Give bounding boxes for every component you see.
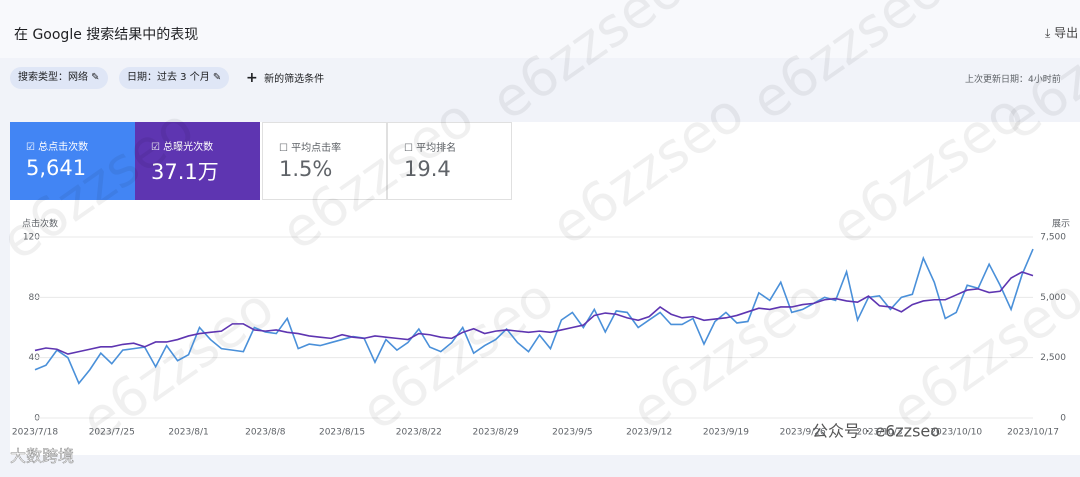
y-tick-label: 40	[29, 353, 41, 363]
x-tick-label: 2023/9/26	[780, 428, 826, 438]
chip-label[interactable]: 日期：过去 3 个月	[127, 72, 210, 83]
watermark: e6zzseo	[540, 81, 755, 258]
x-tick-label: 2023/10/10	[930, 428, 982, 438]
y-axis-title: 点击次数	[22, 218, 58, 230]
export-label[interactable]: 导出	[1054, 26, 1079, 40]
metric-label: 总曝光次数	[163, 142, 214, 153]
metric-label: 平均排名	[416, 143, 457, 154]
x-tick-label: 2023/8/1	[168, 428, 208, 438]
metric-label: 平均点击率	[291, 143, 342, 154]
x-tick-label: 2023/10/3	[856, 428, 902, 438]
filter-chip[interactable]: 搜索类型：网络 ✎	[10, 67, 108, 89]
watermark: e6zzseo	[350, 266, 565, 443]
watermark: e6zzseo	[620, 266, 835, 443]
add-filter[interactable]: + 新的筛选条件	[246, 70, 325, 86]
y2-tick-label: 5,000	[1040, 293, 1066, 303]
watermark: e6zzseo	[70, 276, 285, 453]
y2-tick-label: 0	[1060, 414, 1066, 424]
metric-value: 19.4	[404, 157, 451, 181]
watermark: e6zzseo	[480, 0, 695, 133]
footer-brand: 大数跨境	[10, 447, 74, 466]
x-tick-label: 2023/8/8	[245, 428, 286, 438]
y2-axis-title: 展示	[1052, 219, 1070, 230]
metric-label: 总点击次数	[38, 142, 89, 153]
metric-card[interactable]: ☐ 平均点击率 1.5%	[262, 122, 387, 200]
export-button[interactable]: ⤓ 导出	[1045, 26, 1079, 40]
watermark: e6zzseo	[270, 86, 485, 263]
top-bar	[0, 0, 1080, 58]
x-tick-label: 2023/8/22	[396, 428, 442, 438]
series-line	[34, 248, 1034, 385]
watermark: e6zzseo	[0, 96, 205, 273]
metric-card[interactable]: ☐ 平均排名 19.4	[387, 122, 512, 200]
chip-label[interactable]: 搜索类型：网络	[18, 72, 88, 83]
series-line	[34, 271, 1034, 355]
x-tick-label: 2023/7/25	[89, 428, 135, 438]
page-title: 在 Google 搜索结果中的表现	[14, 27, 199, 43]
updated-text: 上次更新日期：4小时前	[965, 75, 1061, 85]
metric-value: 1.5%	[279, 157, 333, 181]
metric-value: 37.1万	[151, 160, 219, 184]
metric-card[interactable]: ☑ 总点击次数 5,641	[10, 122, 135, 200]
filter-chip[interactable]: 日期：过去 3 个月 ✎	[119, 67, 230, 89]
add-filter-label[interactable]: 新的筛选条件	[264, 74, 325, 85]
y-tick-label: 80	[29, 293, 41, 303]
footer-account: 公众号 · e6zzseo	[812, 422, 940, 441]
x-tick-label: 2023/8/29	[473, 428, 519, 438]
x-tick-label: 2023/9/5	[552, 428, 592, 438]
metric-card[interactable]: ☑ 总曝光次数 37.1万	[135, 122, 260, 200]
x-tick-label: 2023/9/19	[703, 428, 749, 438]
watermark: e6zzseo	[740, 0, 955, 133]
y-tick-label: 120	[23, 233, 40, 243]
metric-value: 5,641	[26, 156, 87, 180]
x-tick-label: 2023/10/17	[1007, 428, 1059, 438]
y2-tick-label: 7,500	[1040, 233, 1066, 243]
x-tick-label: 2023/7/18	[12, 428, 58, 438]
y2-tick-label: 2,500	[1040, 353, 1066, 363]
x-tick-label: 2023/9/12	[626, 428, 672, 438]
x-tick-label: 2023/8/15	[319, 428, 365, 438]
